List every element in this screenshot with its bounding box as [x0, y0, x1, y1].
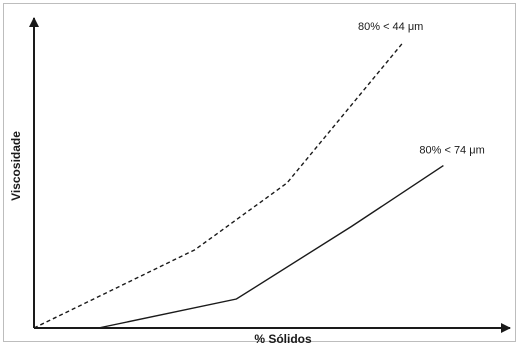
- x-axis-label: % Sólidos: [254, 332, 312, 346]
- series-label-1: 80% < 44 μm: [358, 21, 423, 33]
- y-axis-label: Viscosidade: [9, 131, 23, 201]
- chart-frame: [3, 3, 516, 342]
- series-layer: [33, 43, 444, 329]
- series-line-1: [33, 43, 403, 329]
- series-label-layer: 80% < 44 μm 80% < 74 μm: [358, 21, 485, 157]
- series-line-2: [98, 165, 444, 329]
- series-label-2: 80% < 74 μm: [419, 145, 484, 157]
